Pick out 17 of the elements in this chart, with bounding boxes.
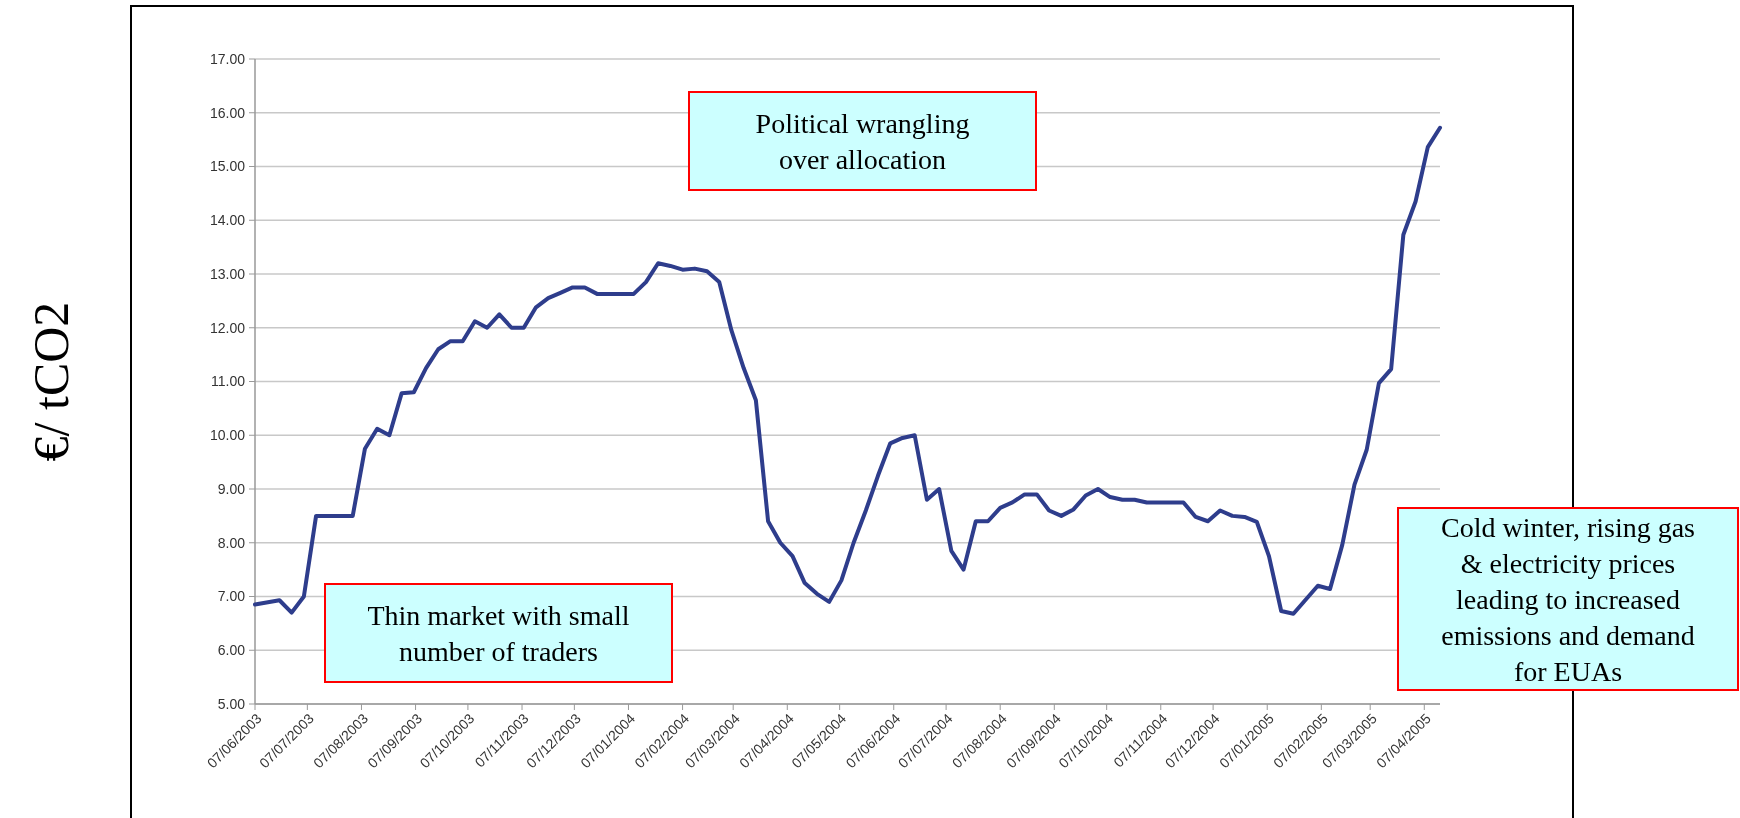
y-tick-label: 14.00 xyxy=(209,212,246,229)
y-axis-title: €/ tCO2 xyxy=(23,301,79,462)
y-tick-label: 17.00 xyxy=(209,50,246,67)
y-tick-label: 5.00 xyxy=(217,695,246,712)
y-tick-label: 6.00 xyxy=(217,642,246,659)
y-tick-label: 16.00 xyxy=(209,104,246,121)
text: Cold winter, rising gas & electricity prices leading to increased emissions and demand for EUAs xyxy=(1441,511,1695,687)
y-tick-label: 8.00 xyxy=(217,534,246,551)
y-tick-label: 15.00 xyxy=(209,158,246,175)
y-tick-label: 7.00 xyxy=(217,588,246,605)
y-tick-label: 10.00 xyxy=(209,427,246,444)
y-tick-label: 12.00 xyxy=(209,319,246,336)
annotation: Political wrangling over allocation xyxy=(755,107,970,175)
y-tick-label: 11.00 xyxy=(211,373,246,390)
annotation: Thin market with small number of traders xyxy=(367,599,630,667)
y-tick-label: 13.00 xyxy=(209,265,246,282)
y-tick-label: 9.00 xyxy=(217,480,246,497)
